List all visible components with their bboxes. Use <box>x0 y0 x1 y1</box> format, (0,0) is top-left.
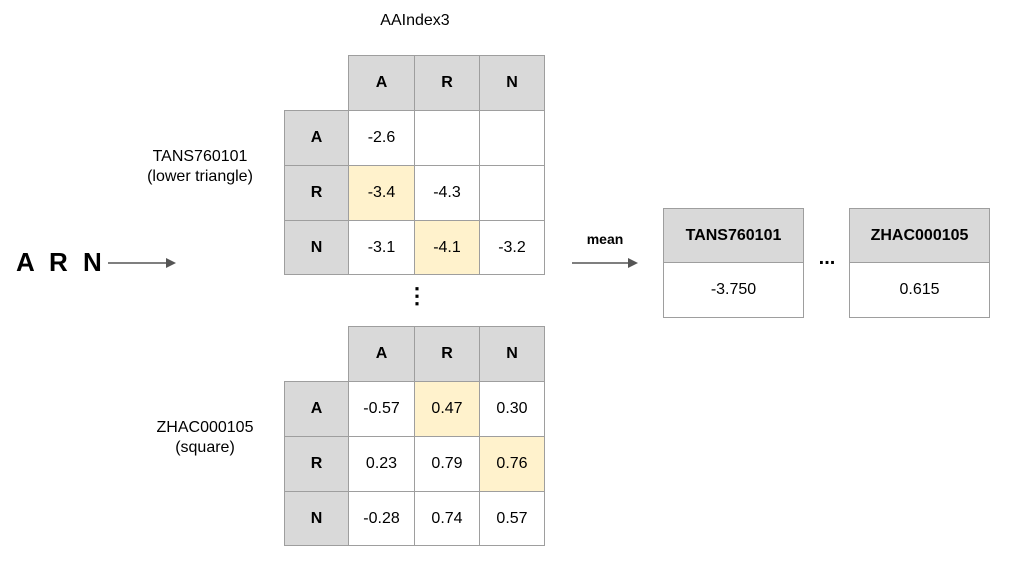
matrix2-name: ZHAC000105 <box>156 419 254 436</box>
column-header: A <box>348 55 415 111</box>
matrix2-note: (square) <box>175 439 235 456</box>
vertical-ellipsis: ⋮ <box>406 283 428 308</box>
mean-arrow <box>572 258 638 268</box>
matrix-cell: -3.1 <box>348 220 415 275</box>
matrix-cell: 0.30 <box>479 381 545 437</box>
matrix-cell: -0.57 <box>348 381 415 437</box>
matrix2-label: ZHAC000105 (square) <box>140 418 270 458</box>
row-header: N <box>284 220 349 275</box>
input-sequence: A R N <box>16 247 105 277</box>
matrix-cell: -3.4 <box>348 165 415 221</box>
column-header: N <box>479 326 545 382</box>
column-header: N <box>479 55 545 111</box>
matrix1-note: (lower triangle) <box>147 168 253 185</box>
mean-label: mean <box>586 231 624 247</box>
matrix-cell <box>479 165 545 221</box>
matrix1-label: TANS760101 (lower triangle) <box>140 147 260 187</box>
matrix-cell: -0.28 <box>348 491 415 546</box>
input-arrow <box>108 258 176 268</box>
diagram-title: AAIndex3 <box>380 12 450 29</box>
matrix-cell: 0.74 <box>414 491 480 546</box>
matrix-cell: 0.57 <box>479 491 545 546</box>
row-header: A <box>284 381 349 437</box>
result-value-zhac000105: 0.615 <box>849 262 990 318</box>
matrix1-name: TANS760101 <box>152 148 248 165</box>
row-header: R <box>284 436 349 492</box>
matrix-cell <box>479 110 545 166</box>
result-header-zhac000105: ZHAC000105 <box>849 208 990 263</box>
matrix-cell <box>414 110 480 166</box>
matrix-cell: -4.3 <box>414 165 480 221</box>
row-header: R <box>284 165 349 221</box>
result-value-tans760101: -3.750 <box>663 262 804 318</box>
matrix-cell: 0.23 <box>348 436 415 492</box>
matrix-cell: -2.6 <box>348 110 415 166</box>
matrix-cell: -3.2 <box>479 220 545 275</box>
column-header: R <box>414 326 480 382</box>
horizontal-ellipsis: ... <box>818 247 836 269</box>
row-header: A <box>284 110 349 166</box>
column-header: A <box>348 326 415 382</box>
row-header: N <box>284 491 349 546</box>
result-header-tans760101: TANS760101 <box>663 208 804 263</box>
matrix-cell: 0.76 <box>479 436 545 492</box>
matrix-cell: 0.47 <box>414 381 480 437</box>
matrix-cell: 0.79 <box>414 436 480 492</box>
column-header: R <box>414 55 480 111</box>
matrix-cell: -4.1 <box>414 220 480 275</box>
